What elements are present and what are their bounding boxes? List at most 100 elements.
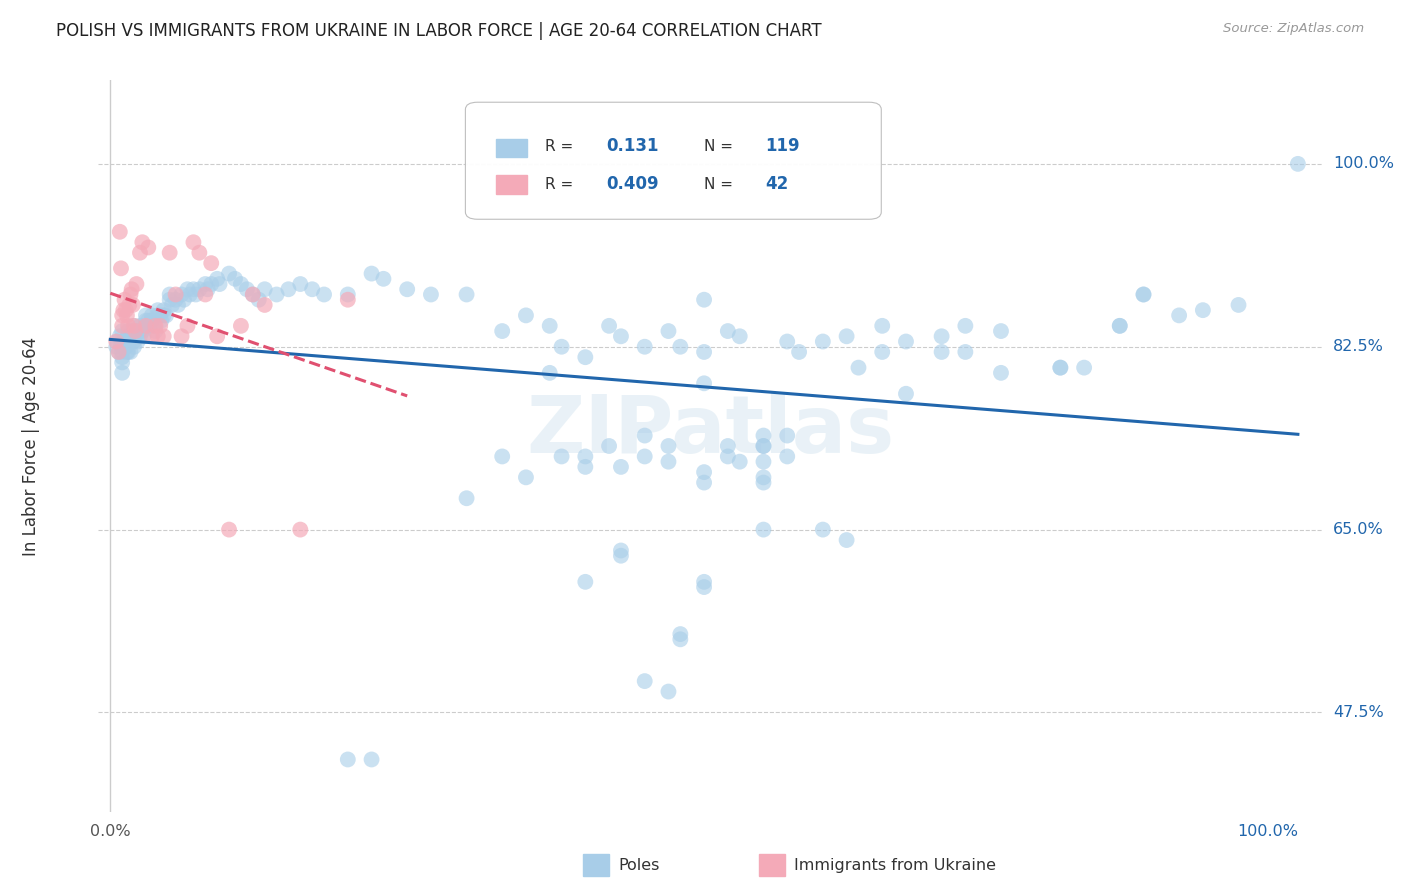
Point <box>955 345 977 359</box>
Point <box>515 309 537 323</box>
Point <box>776 334 799 349</box>
Point <box>122 318 145 333</box>
Point <box>141 309 163 323</box>
Point <box>184 287 207 301</box>
Point <box>550 450 572 464</box>
Text: 42: 42 <box>765 175 789 194</box>
Point <box>894 334 917 349</box>
Point <box>870 318 893 333</box>
Point <box>752 475 775 490</box>
Text: 119: 119 <box>765 137 800 155</box>
Point <box>131 235 153 250</box>
Point <box>610 459 633 474</box>
Text: 0.409: 0.409 <box>606 175 658 194</box>
Point <box>110 337 132 351</box>
Point <box>176 318 198 333</box>
Point <box>108 329 131 343</box>
Point <box>312 287 335 301</box>
Point <box>121 334 143 349</box>
Point <box>136 313 159 327</box>
Bar <box>496 176 526 194</box>
Point <box>574 450 596 464</box>
Point <box>336 287 359 301</box>
Point <box>117 324 139 338</box>
Point <box>657 684 679 698</box>
Text: R =: R = <box>546 138 578 153</box>
Point <box>598 318 620 333</box>
Point <box>931 345 953 359</box>
Point <box>118 334 141 349</box>
Point <box>165 293 187 307</box>
Point <box>242 287 264 301</box>
Point <box>669 627 692 641</box>
Point <box>105 334 128 349</box>
Point <box>149 318 172 333</box>
Point <box>197 282 219 296</box>
Text: 47.5%: 47.5% <box>1333 705 1384 720</box>
Point <box>290 523 312 537</box>
Point <box>456 491 478 506</box>
Point <box>111 366 134 380</box>
Point <box>108 225 131 239</box>
Text: Poles: Poles <box>619 858 659 872</box>
Point <box>990 324 1012 338</box>
Point <box>152 309 174 323</box>
Text: N =: N = <box>704 138 738 153</box>
Point <box>336 293 359 307</box>
Point <box>145 318 167 333</box>
Point <box>301 282 323 296</box>
Point <box>224 272 246 286</box>
Point <box>111 355 134 369</box>
Point <box>491 324 513 338</box>
Point <box>159 287 181 301</box>
Point <box>141 329 163 343</box>
Point <box>776 428 799 442</box>
Point <box>610 329 633 343</box>
Point <box>835 533 858 547</box>
Point <box>124 324 146 338</box>
Point <box>107 345 129 359</box>
Point <box>135 313 157 327</box>
Point <box>111 309 134 323</box>
Point <box>131 324 153 338</box>
Point <box>122 324 145 338</box>
Point <box>693 376 716 391</box>
Text: POLISH VS IMMIGRANTS FROM UKRAINE IN LABOR FORCE | AGE 20-64 CORRELATION CHART: POLISH VS IMMIGRANTS FROM UKRAINE IN LAB… <box>56 22 823 40</box>
Point <box>574 459 596 474</box>
Point <box>634 340 657 354</box>
Point <box>114 340 136 354</box>
Text: Source: ZipAtlas.com: Source: ZipAtlas.com <box>1223 22 1364 36</box>
Point <box>247 293 270 307</box>
Point <box>146 303 169 318</box>
Point <box>117 318 139 333</box>
Point <box>1049 360 1071 375</box>
Point <box>155 309 177 323</box>
Point <box>112 303 135 318</box>
Text: Immigrants from Ukraine: Immigrants from Ukraine <box>794 858 997 872</box>
Point <box>752 439 775 453</box>
Point <box>121 324 143 338</box>
Point <box>127 334 149 349</box>
Point <box>105 340 128 354</box>
Point <box>236 282 259 296</box>
Point <box>129 324 152 338</box>
Point <box>835 329 858 343</box>
Point <box>657 455 679 469</box>
Text: 65.0%: 65.0% <box>1333 522 1384 537</box>
Point <box>188 282 211 296</box>
Point <box>693 574 716 589</box>
Point <box>693 345 716 359</box>
Point <box>136 240 159 254</box>
Point <box>141 313 163 327</box>
Point <box>669 340 692 354</box>
Point <box>253 282 276 296</box>
Point <box>111 350 134 364</box>
Point <box>752 470 775 484</box>
Point <box>1286 157 1309 171</box>
Point <box>728 329 751 343</box>
Text: 82.5%: 82.5% <box>1333 339 1384 354</box>
Point <box>634 428 657 442</box>
Text: 0.0%: 0.0% <box>90 824 131 839</box>
Point <box>811 334 834 349</box>
Point <box>118 298 141 312</box>
